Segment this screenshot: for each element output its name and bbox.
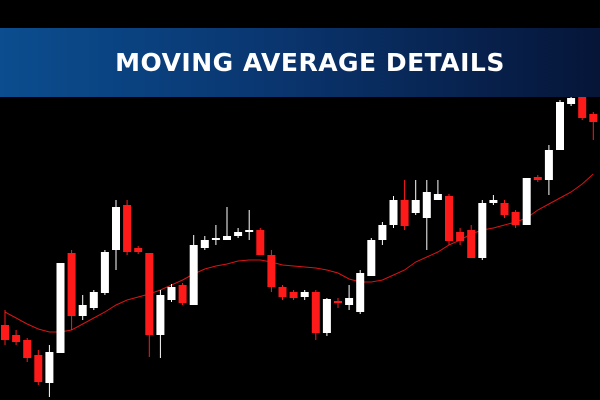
candle-body — [578, 97, 587, 118]
candle-body — [556, 102, 564, 150]
candle-body — [100, 252, 109, 293]
candle-body — [445, 196, 453, 241]
candle-body — [178, 285, 187, 303]
candle-body — [56, 263, 65, 353]
candle-body — [322, 299, 331, 333]
candle-body — [289, 292, 298, 298]
candle-body — [422, 192, 431, 218]
candle-body — [200, 240, 209, 248]
candle-body — [145, 253, 154, 335]
candle-body — [456, 232, 465, 241]
candle-body — [189, 245, 198, 305]
candle-body — [589, 114, 598, 122]
candle-body — [544, 150, 553, 180]
candle-body — [256, 230, 265, 255]
candle-body — [300, 292, 309, 297]
candle-body — [34, 355, 43, 382]
candle-body — [567, 98, 576, 104]
candle-body — [511, 212, 520, 225]
candle-body — [211, 238, 220, 240]
candle-body — [89, 292, 98, 308]
candle-body — [311, 292, 320, 333]
candle-body — [345, 298, 354, 305]
candle-body — [411, 200, 420, 213]
candle-body — [45, 352, 54, 383]
candle-body — [278, 287, 287, 297]
candle-body — [123, 205, 132, 252]
title-banner: MOVING AVERAGE DETAILS — [0, 28, 600, 97]
candle-body — [378, 225, 387, 240]
candle-body — [478, 203, 487, 258]
candle-body — [356, 273, 365, 312]
candle-body — [23, 340, 32, 358]
candle-body — [156, 295, 165, 335]
candle-body — [67, 253, 76, 316]
candle-body — [134, 248, 143, 252]
candle-body — [367, 240, 376, 276]
candle-body — [489, 200, 498, 203]
candle-body — [78, 305, 87, 316]
candle-body — [223, 236, 231, 240]
candle-body — [12, 335, 21, 342]
chart-title: MOVING AVERAGE DETAILS — [115, 48, 505, 77]
candle-body — [500, 203, 509, 215]
candle-body — [245, 230, 254, 232]
candle-body — [167, 287, 176, 300]
candle-body — [267, 255, 276, 287]
moving-average-line — [4, 173, 594, 333]
candle-body — [234, 232, 243, 236]
candle-body — [334, 301, 342, 303]
candle-body — [389, 200, 398, 225]
candle-body — [467, 230, 476, 258]
candle-body — [522, 178, 531, 225]
candle-body — [533, 177, 542, 180]
candle-body — [400, 200, 409, 226]
candle-body — [1, 325, 9, 340]
candle-body — [112, 207, 120, 250]
candle-body — [433, 194, 442, 200]
